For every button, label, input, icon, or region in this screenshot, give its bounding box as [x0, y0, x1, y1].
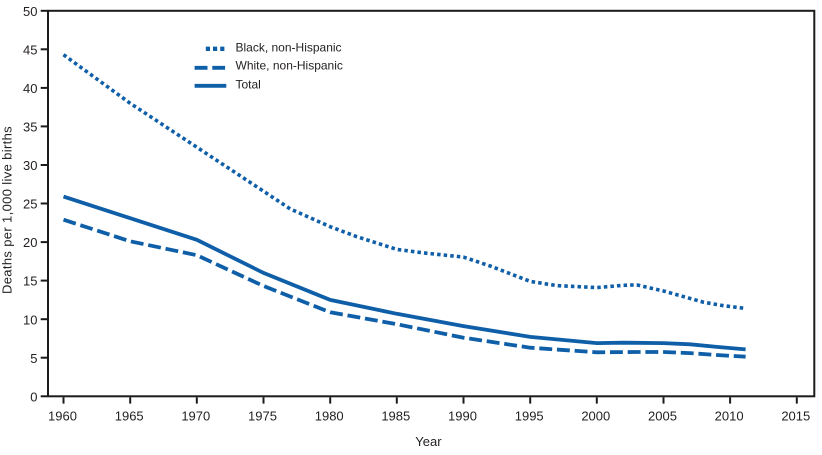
svg-text:1985: 1985 [381, 409, 410, 424]
svg-text:2015: 2015 [781, 409, 810, 424]
svg-text:Year: Year [415, 434, 442, 449]
svg-text:1995: 1995 [515, 409, 544, 424]
svg-text:1970: 1970 [181, 409, 210, 424]
svg-text:45: 45 [23, 42, 37, 57]
svg-text:20: 20 [23, 235, 37, 250]
svg-text:25: 25 [23, 197, 37, 212]
svg-text:10: 10 [23, 312, 37, 327]
svg-text:Black, non-Hispanic: Black, non-Hispanic [236, 40, 342, 54]
svg-text:White, non-Hispanic: White, non-Hispanic [236, 58, 343, 72]
svg-text:2005: 2005 [648, 409, 677, 424]
svg-text:5: 5 [30, 351, 37, 366]
svg-text:2010: 2010 [715, 409, 744, 424]
svg-text:1990: 1990 [448, 409, 477, 424]
svg-text:1975: 1975 [248, 409, 277, 424]
svg-text:1980: 1980 [315, 409, 344, 424]
svg-text:Total: Total [236, 78, 261, 92]
svg-text:15: 15 [23, 274, 37, 289]
svg-text:30: 30 [23, 158, 37, 173]
svg-text:35: 35 [23, 120, 37, 135]
svg-text:1960: 1960 [48, 409, 77, 424]
svg-text:2000: 2000 [581, 409, 610, 424]
svg-text:Deaths per 1,000 live births: Deaths per 1,000 live births [0, 126, 15, 294]
svg-text:0: 0 [30, 389, 37, 404]
svg-text:40: 40 [23, 81, 37, 96]
svg-text:1965: 1965 [115, 409, 144, 424]
svg-text:50: 50 [23, 4, 37, 19]
